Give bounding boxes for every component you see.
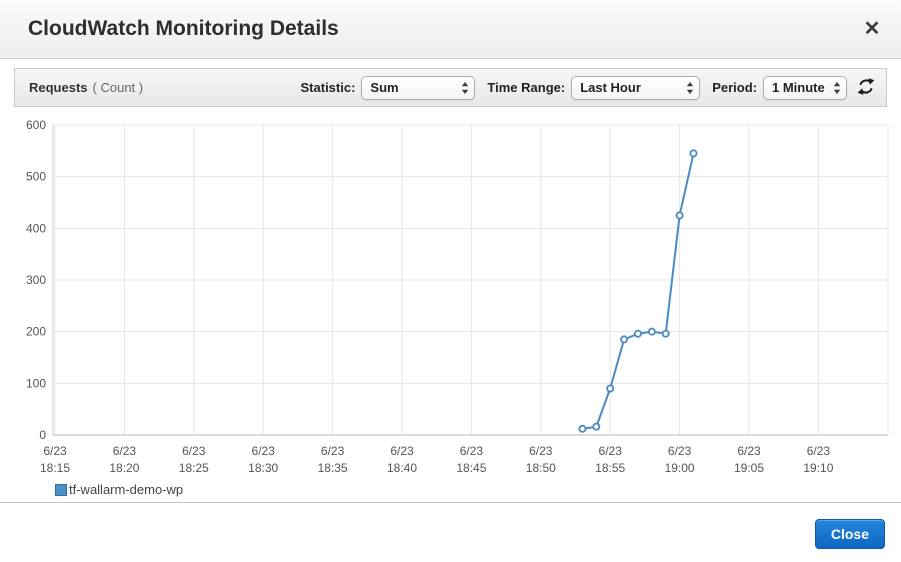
svg-text:19:05: 19:05: [734, 461, 764, 475]
svg-text:300: 300: [26, 273, 46, 287]
svg-text:18:50: 18:50: [526, 461, 556, 475]
svg-text:18:20: 18:20: [109, 461, 139, 475]
period-select-value: 1 Minute: [772, 80, 825, 95]
svg-text:6/23: 6/23: [182, 444, 206, 458]
svg-text:0: 0: [39, 428, 46, 442]
close-button[interactable]: Close: [814, 519, 885, 549]
legend-series-label: tf-wallarm-demo-wp: [69, 482, 184, 497]
statistic-select-value: Sum: [370, 80, 399, 95]
chart-toolbar: Requests ( Count ) Statistic: Sum Time R…: [14, 68, 887, 107]
svg-text:100: 100: [26, 376, 46, 390]
metric-name-label: Requests: [29, 80, 88, 95]
svg-text:18:55: 18:55: [595, 461, 625, 475]
requests-line-chart: 6/23 18:15 6/23 18:20 6/23 18:25 6/23 18:30 6/23…: [26, 118, 889, 475]
svg-text:500: 500: [26, 170, 46, 184]
svg-text:19:00: 19:00: [665, 461, 695, 475]
dialog-header: CloudWatch Monitoring Details ✕: [0, 0, 901, 59]
chevron-updown-icon: [833, 81, 841, 95]
svg-text:6/23: 6/23: [599, 444, 623, 458]
svg-text:6/23: 6/23: [113, 444, 137, 458]
svg-text:6/23: 6/23: [252, 444, 276, 458]
chevron-updown-icon: [461, 81, 469, 95]
svg-text:18:15: 18:15: [40, 461, 70, 475]
chevron-updown-icon: [686, 81, 694, 95]
close-icon[interactable]: ✕: [863, 18, 881, 40]
time-range-select-value: Last Hour: [580, 80, 641, 95]
time-range-select[interactable]: Last Hour: [571, 75, 701, 100]
metric-unit-label: ( Count ): [92, 80, 144, 95]
svg-text:18:25: 18:25: [179, 461, 209, 475]
period-select[interactable]: 1 Minute: [763, 75, 847, 100]
statistic-select[interactable]: Sum: [361, 75, 476, 100]
svg-text:600: 600: [26, 118, 46, 132]
svg-text:18:35: 18:35: [318, 461, 348, 475]
svg-text:6/23: 6/23: [668, 444, 692, 458]
dialog-title: CloudWatch Monitoring Details: [28, 17, 339, 40]
svg-text:400: 400: [26, 221, 46, 235]
svg-text:6/23: 6/23: [807, 444, 831, 458]
svg-text:200: 200: [26, 325, 46, 339]
refresh-button[interactable]: [856, 77, 876, 99]
svg-text:18:40: 18:40: [387, 461, 417, 475]
svg-text:6/23: 6/23: [529, 444, 553, 458]
svg-text:6/23: 6/23: [43, 444, 67, 458]
refresh-icon: [856, 77, 876, 99]
period-label: Period:: [712, 80, 757, 95]
svg-text:6/23: 6/23: [460, 444, 484, 458]
time-range-label: Time Range:: [487, 80, 566, 95]
svg-text:18:30: 18:30: [248, 461, 278, 475]
footer-divider: [0, 502, 901, 503]
svg-text:6/23: 6/23: [390, 444, 414, 458]
svg-text:6/23: 6/23: [737, 444, 761, 458]
chart-legend: tf-wallarm-demo-wp: [55, 482, 183, 497]
svg-text:19:10: 19:10: [803, 461, 833, 475]
svg-text:18:45: 18:45: [456, 461, 486, 475]
svg-text:6/23: 6/23: [321, 444, 345, 458]
statistic-label: Statistic:: [300, 80, 356, 95]
legend-swatch: [55, 483, 67, 496]
